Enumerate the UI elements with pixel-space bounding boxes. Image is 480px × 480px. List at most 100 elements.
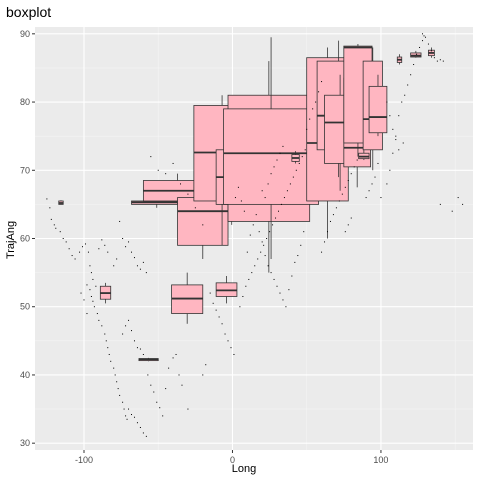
data-point [82, 246, 84, 248]
data-point [433, 57, 435, 59]
box-group [396, 54, 403, 65]
data-point [270, 272, 272, 274]
data-point [136, 422, 138, 424]
x-tick-label: -100 [75, 455, 93, 465]
data-point [114, 374, 116, 376]
data-point [209, 292, 211, 294]
data-point [131, 330, 133, 332]
data-point [172, 357, 174, 359]
data-point [187, 193, 189, 195]
data-point [430, 50, 432, 52]
data-point [212, 302, 214, 304]
data-point [139, 426, 141, 428]
box-group [99, 282, 112, 304]
data-point [119, 220, 121, 222]
data-point [84, 243, 86, 245]
data-point [116, 381, 118, 383]
data-point [389, 169, 391, 171]
data-point [240, 200, 242, 202]
data-point [300, 244, 302, 246]
data-point [218, 316, 220, 318]
data-point [98, 248, 100, 250]
data-point [142, 261, 144, 263]
data-point [95, 285, 97, 287]
data-point [117, 388, 119, 390]
data-point [119, 394, 121, 396]
data-point [133, 416, 135, 418]
data-point [74, 258, 76, 260]
data-point [407, 84, 409, 86]
data-point [168, 367, 170, 369]
y-tick-label: 60 [20, 234, 30, 244]
data-point [194, 207, 196, 209]
box-group [58, 200, 64, 205]
data-point [55, 227, 57, 229]
y-axis-title: TrajAng [5, 221, 17, 259]
data-point [53, 224, 55, 226]
data-point [187, 408, 189, 410]
data-point [404, 94, 406, 96]
box-group [171, 272, 204, 324]
data-point [309, 118, 311, 120]
data-point [423, 35, 425, 37]
data-point [335, 207, 337, 209]
data-point [98, 319, 100, 321]
data-point [436, 60, 438, 62]
box-group [177, 183, 229, 259]
box-body [368, 85, 388, 134]
data-point [413, 64, 415, 66]
data-point [133, 340, 135, 342]
data-point [294, 261, 296, 263]
box-body [177, 197, 229, 246]
data-point [221, 323, 223, 325]
data-point [205, 364, 207, 366]
data-point [462, 203, 464, 205]
data-point [395, 135, 397, 137]
data-point [93, 306, 95, 308]
y-tick-label: 40 [20, 370, 30, 380]
y-tick-label: 70 [20, 165, 30, 175]
data-point [248, 278, 250, 280]
data-point [276, 285, 278, 287]
data-point [283, 197, 285, 199]
data-point [249, 234, 251, 236]
data-point [451, 210, 453, 212]
data-point [233, 353, 235, 355]
data-point [87, 251, 89, 253]
data-point [86, 313, 88, 315]
y-tick-label: 90 [20, 29, 30, 39]
data-point [104, 333, 106, 335]
data-point [113, 367, 115, 369]
data-point [270, 173, 272, 175]
data-point [282, 145, 284, 147]
data-point [266, 238, 268, 239]
data-point [156, 401, 158, 403]
data-point [90, 272, 92, 274]
data-point [267, 183, 269, 185]
data-point [439, 59, 441, 61]
data-point [344, 231, 346, 233]
data-point [347, 224, 349, 226]
data-point [89, 289, 91, 291]
data-point [389, 115, 391, 117]
data-point [273, 166, 275, 168]
data-point [178, 374, 180, 376]
data-point [285, 306, 287, 308]
y-axis: 30 40 50 60 70 80 90 [20, 29, 35, 448]
data-point [136, 347, 138, 349]
data-point [277, 210, 279, 212]
data-point [380, 197, 382, 199]
data-point [136, 265, 138, 267]
data-point [230, 347, 232, 349]
data-point [289, 183, 291, 185]
data-point [318, 91, 320, 93]
y-tick-label: 30 [20, 438, 30, 448]
data-point [110, 360, 112, 362]
data-point [237, 186, 239, 188]
data-point [90, 295, 92, 297]
data-point [365, 197, 367, 199]
data-point [272, 224, 274, 226]
data-point [104, 244, 106, 246]
box-group [428, 47, 435, 58]
